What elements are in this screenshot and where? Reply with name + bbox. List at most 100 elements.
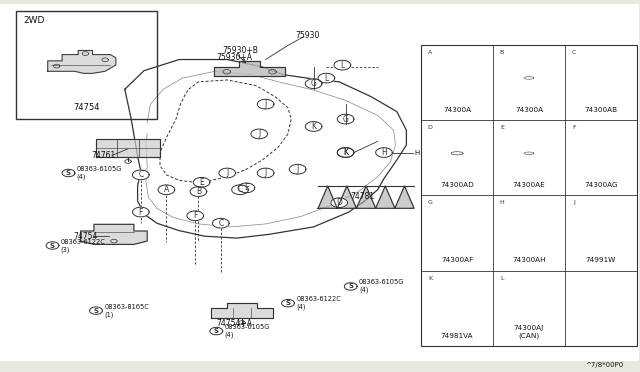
Text: C: C bbox=[572, 49, 576, 55]
Text: B: B bbox=[196, 187, 201, 196]
Polygon shape bbox=[446, 75, 468, 81]
Text: C: C bbox=[218, 219, 223, 228]
Text: C: C bbox=[237, 185, 243, 194]
Text: S: S bbox=[66, 170, 71, 176]
Polygon shape bbox=[190, 187, 207, 196]
Polygon shape bbox=[446, 226, 468, 231]
Text: 74991W: 74991W bbox=[586, 257, 616, 263]
Text: 74754: 74754 bbox=[74, 232, 98, 241]
Polygon shape bbox=[446, 150, 468, 156]
Text: 74300A: 74300A bbox=[443, 106, 471, 112]
Polygon shape bbox=[567, 199, 581, 207]
Polygon shape bbox=[423, 199, 437, 207]
Text: J: J bbox=[264, 100, 267, 109]
Text: 74781: 74781 bbox=[351, 192, 375, 201]
Text: A: A bbox=[164, 185, 169, 194]
Polygon shape bbox=[334, 60, 351, 70]
Text: G: G bbox=[310, 79, 317, 88]
Polygon shape bbox=[210, 327, 223, 335]
Text: G: G bbox=[342, 115, 349, 124]
Text: 74981VA: 74981VA bbox=[441, 333, 474, 339]
FancyBboxPatch shape bbox=[0, 4, 639, 361]
Text: C: C bbox=[138, 170, 143, 179]
Text: B: B bbox=[500, 49, 504, 55]
Polygon shape bbox=[211, 303, 273, 318]
Text: 75930+A: 75930+A bbox=[216, 53, 252, 62]
Text: 08363-6105G
(4): 08363-6105G (4) bbox=[77, 166, 122, 180]
Polygon shape bbox=[518, 301, 540, 307]
Polygon shape bbox=[257, 99, 274, 109]
Polygon shape bbox=[495, 274, 509, 282]
Text: E: E bbox=[500, 125, 504, 130]
Text: 74754+A: 74754+A bbox=[216, 319, 252, 328]
Polygon shape bbox=[423, 48, 437, 56]
Text: 75930: 75930 bbox=[296, 31, 320, 40]
Polygon shape bbox=[337, 114, 354, 124]
Polygon shape bbox=[495, 124, 509, 131]
Text: K: K bbox=[343, 148, 348, 157]
Text: S: S bbox=[285, 300, 291, 306]
Polygon shape bbox=[451, 152, 463, 155]
Text: J: J bbox=[264, 169, 267, 177]
Text: H: H bbox=[415, 150, 420, 155]
Polygon shape bbox=[132, 170, 149, 180]
Text: 08363-8165C
(1): 08363-8165C (1) bbox=[104, 304, 149, 318]
Text: F: F bbox=[139, 208, 143, 217]
Polygon shape bbox=[48, 51, 116, 73]
Polygon shape bbox=[318, 186, 414, 208]
Polygon shape bbox=[238, 183, 255, 193]
Text: J: J bbox=[226, 169, 228, 177]
Polygon shape bbox=[219, 168, 236, 178]
Text: S: S bbox=[50, 243, 55, 248]
Polygon shape bbox=[232, 185, 248, 195]
Polygon shape bbox=[193, 177, 210, 187]
Polygon shape bbox=[62, 169, 75, 177]
Text: 74300AB: 74300AB bbox=[584, 106, 618, 112]
Text: H: H bbox=[500, 200, 504, 205]
Text: F: F bbox=[193, 211, 197, 220]
Text: 74300AG: 74300AG bbox=[584, 182, 618, 188]
Polygon shape bbox=[376, 148, 392, 157]
Polygon shape bbox=[495, 199, 509, 207]
Polygon shape bbox=[257, 168, 274, 178]
Polygon shape bbox=[337, 148, 354, 157]
Text: J: J bbox=[573, 200, 575, 205]
Text: ^7/8*00P0: ^7/8*00P0 bbox=[586, 362, 624, 368]
Polygon shape bbox=[590, 150, 612, 156]
Text: E: E bbox=[244, 183, 249, 192]
Text: F: F bbox=[572, 125, 575, 130]
Polygon shape bbox=[446, 301, 468, 307]
Polygon shape bbox=[567, 48, 581, 56]
Polygon shape bbox=[423, 274, 437, 282]
Polygon shape bbox=[524, 77, 534, 79]
FancyBboxPatch shape bbox=[16, 11, 157, 119]
Text: 74300AF: 74300AF bbox=[441, 257, 473, 263]
Polygon shape bbox=[212, 218, 229, 228]
Text: 08363-6122C
(4): 08363-6122C (4) bbox=[296, 296, 341, 310]
Text: 75930+B: 75930+B bbox=[223, 46, 259, 55]
Polygon shape bbox=[423, 124, 437, 131]
FancyBboxPatch shape bbox=[421, 45, 637, 346]
Polygon shape bbox=[590, 226, 612, 231]
Text: D: D bbox=[428, 125, 433, 130]
Text: K: K bbox=[343, 148, 348, 157]
Text: S: S bbox=[214, 328, 219, 334]
Polygon shape bbox=[81, 224, 147, 244]
Text: 74754: 74754 bbox=[73, 103, 100, 112]
Polygon shape bbox=[318, 73, 335, 83]
Text: 2WD: 2WD bbox=[24, 16, 45, 25]
Polygon shape bbox=[518, 75, 540, 81]
Text: 08363-6122C
(3): 08363-6122C (3) bbox=[61, 238, 106, 253]
Polygon shape bbox=[158, 185, 175, 195]
Polygon shape bbox=[282, 299, 294, 307]
Text: K: K bbox=[311, 122, 316, 131]
Text: G: G bbox=[428, 200, 433, 205]
Polygon shape bbox=[337, 148, 354, 157]
Text: J: J bbox=[296, 165, 299, 174]
Polygon shape bbox=[125, 60, 406, 238]
Text: H: H bbox=[381, 148, 387, 157]
Text: 74300AE: 74300AE bbox=[513, 182, 545, 188]
Text: 74761: 74761 bbox=[91, 151, 115, 160]
Polygon shape bbox=[96, 139, 160, 157]
Text: S: S bbox=[348, 283, 353, 289]
